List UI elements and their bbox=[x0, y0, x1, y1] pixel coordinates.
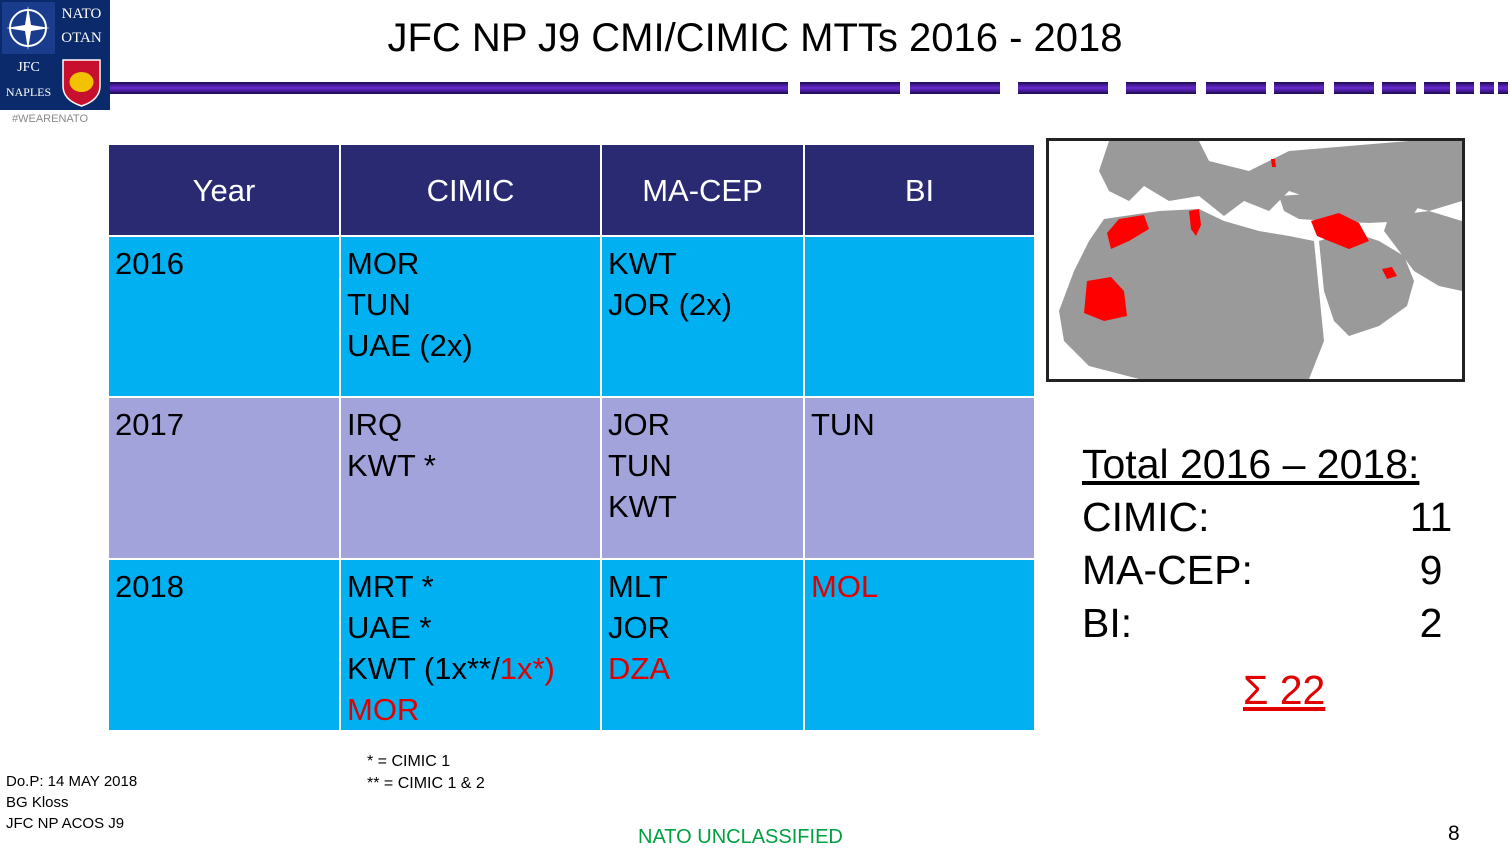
region-map bbox=[1046, 138, 1465, 382]
nato-star-icon bbox=[2, 2, 55, 54]
year-label: 2018 bbox=[115, 569, 184, 604]
cell-bi bbox=[803, 235, 1036, 398]
footnote: ** = CIMIC 1 & 2 bbox=[367, 775, 485, 792]
page-number: 8 bbox=[1448, 822, 1460, 845]
entry: MOR bbox=[347, 246, 420, 281]
hashtag-text: #WEARENATO bbox=[12, 113, 88, 125]
mtt-table: Year CIMIC MA-CEP BI 2016 MOR TUN UAE (2… bbox=[107, 143, 1036, 732]
entry: TUN bbox=[811, 407, 875, 442]
entry-part: KWT (1x**/ bbox=[347, 651, 500, 686]
table-row-2017: 2017 IRQ KWT * JOR TUN KWT TUN bbox=[107, 396, 1036, 560]
cell-year: 2018 bbox=[107, 558, 341, 732]
entry-part: 1x*) bbox=[499, 651, 555, 686]
total-cimic: CIMIC: 11 bbox=[1082, 491, 1462, 544]
footnotes: * = CIMIC 1 ** = CIMIC 1 & 2 bbox=[367, 751, 485, 795]
dop-line: JFC NP ACOS J9 bbox=[6, 815, 125, 832]
entry-highlight: MOL bbox=[811, 569, 879, 604]
total-label: CIMIC: bbox=[1082, 494, 1210, 540]
nato-otan-text: NATO OTAN bbox=[55, 2, 108, 54]
footnote: * = CIMIC 1 bbox=[367, 753, 451, 770]
date-of-preparation: Do.P: 14 MAY 2018 BG Kloss JFC NP ACOS J… bbox=[6, 771, 137, 834]
cell-cimic: MOR TUN UAE (2x) bbox=[339, 235, 602, 398]
jfc-naples-text: JFC NAPLES bbox=[2, 56, 55, 108]
entry: KWT bbox=[608, 246, 677, 281]
total-value: 2 bbox=[1419, 600, 1443, 646]
total-bi: BI: 2 bbox=[1082, 597, 1462, 650]
cell-year: 2017 bbox=[107, 396, 341, 560]
jfc-naples-logo: NATO OTAN JFC NAPLES bbox=[0, 0, 110, 110]
decorative-title-bar bbox=[110, 82, 1508, 94]
entry: KWT (1x**/1x*) bbox=[347, 648, 594, 689]
cell-cimic: MRT * UAE * KWT (1x**/1x*) MOR bbox=[339, 558, 602, 732]
header-year: Year bbox=[107, 143, 341, 237]
mena-map-icon bbox=[1059, 141, 1462, 379]
classification-label: NATO UNCLASSIFIED bbox=[638, 826, 843, 848]
table-row-2018: 2018 MRT * UAE * KWT (1x**/1x*) MOR MLT … bbox=[107, 558, 1036, 732]
grand-total: Σ 22 bbox=[1243, 667, 1326, 713]
total-value: 9 bbox=[1419, 547, 1443, 593]
header-cimic: CIMIC bbox=[339, 143, 602, 237]
year-label: 2016 bbox=[115, 246, 184, 281]
entry: IRQ bbox=[347, 407, 403, 442]
total-macep: MA-CEP: 9 bbox=[1082, 544, 1462, 597]
year-label: 2017 bbox=[115, 407, 184, 442]
cell-macep: JOR TUN KWT bbox=[600, 396, 805, 560]
entry: UAE (2x) bbox=[347, 328, 473, 363]
totals-panel: Total 2016 – 2018: CIMIC: 11 MA-CEP: 9 B… bbox=[1082, 438, 1462, 650]
header-macep: MA-CEP bbox=[600, 143, 805, 237]
entry: MLT bbox=[608, 569, 668, 604]
cell-bi: TUN bbox=[803, 396, 1036, 560]
entry-highlight: DZA bbox=[608, 651, 670, 686]
cell-macep: KWT JOR (2x) bbox=[600, 235, 805, 398]
entry: JOR (2x) bbox=[608, 287, 732, 322]
total-label: BI: bbox=[1082, 600, 1133, 646]
totals-title: Total 2016 – 2018: bbox=[1082, 441, 1420, 487]
entry: JOR bbox=[608, 610, 670, 645]
entry: JOR bbox=[608, 407, 670, 442]
total-value: 11 bbox=[1409, 494, 1453, 540]
entry: MRT * bbox=[347, 569, 434, 604]
entry: TUN bbox=[608, 448, 672, 483]
table-row-2016: 2016 MOR TUN UAE (2x) KWT JOR (2x) bbox=[107, 235, 1036, 398]
entry-highlight: MOR bbox=[347, 692, 420, 727]
cell-year: 2016 bbox=[107, 235, 341, 398]
entry: KWT * bbox=[347, 448, 436, 483]
entry: KWT bbox=[608, 489, 677, 524]
page-title: JFC NP J9 CMI/CIMIC MTTs 2016 - 2018 bbox=[387, 16, 1123, 60]
cell-bi: MOL bbox=[803, 558, 1036, 732]
cell-cimic: IRQ KWT * bbox=[339, 396, 602, 560]
entry: TUN bbox=[347, 287, 411, 322]
lion-shield-icon bbox=[55, 56, 108, 108]
total-label: MA-CEP: bbox=[1082, 547, 1253, 593]
header-bi: BI bbox=[803, 143, 1036, 237]
dop-line: Do.P: 14 MAY 2018 bbox=[6, 773, 138, 790]
entry: UAE * bbox=[347, 610, 432, 645]
dop-line: BG Kloss bbox=[6, 794, 69, 811]
table-header-row: Year CIMIC MA-CEP BI bbox=[107, 143, 1036, 237]
cell-macep: MLT JOR DZA bbox=[600, 558, 805, 732]
